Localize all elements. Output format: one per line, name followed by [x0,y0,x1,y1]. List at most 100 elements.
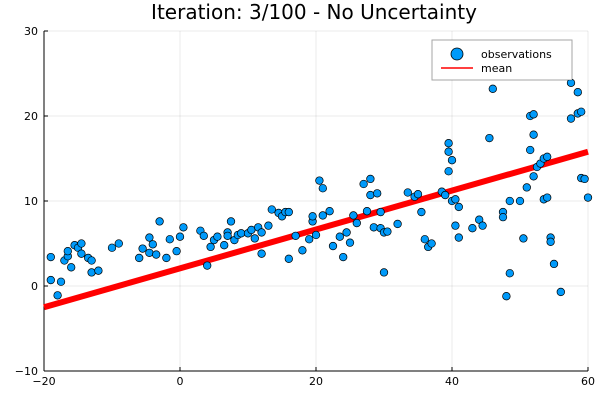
y-tick-label-4: 30 [24,25,38,38]
observation-point-1 [46,252,55,262]
observation-point-3 [56,277,66,286]
observation-point-6 [63,246,72,256]
observation-point-28 [175,232,185,241]
observation-point-129 [549,259,559,269]
observation-point-62 [315,176,324,185]
y-tick-label-2: 10 [24,195,38,208]
x-tick-label-2: 20 [309,375,323,388]
observation-point-22 [148,240,157,249]
observation-point-20 [145,233,154,242]
observation-point-38 [223,231,232,241]
observation-point-96 [444,167,453,176]
observation-point-24 [155,217,164,226]
legend-mean-label: mean [481,62,512,75]
observation-point-60 [308,212,317,221]
observation-point-15 [94,266,103,275]
observation-point-61 [311,230,321,240]
tick-labels: −20 0 20 40 60 −10 0 10 20 30 [15,25,595,388]
observation-point-35 [213,232,222,241]
observation-point-85 [403,188,412,197]
observation-point-54 [284,207,293,217]
observation-point-10 [77,239,86,248]
observation-point-120 [529,172,538,181]
observation-point-128 [546,237,555,246]
mean-line-group [43,148,589,311]
observation-point-25 [162,253,171,263]
x-tick-label-0: −20 [32,375,55,388]
observation-point-87 [413,190,423,199]
observation-point-83 [383,227,392,236]
observation-point-97 [447,156,457,165]
observation-point-64 [318,211,327,220]
observation-point-76 [366,190,375,200]
observation-point-132 [566,114,576,123]
observation-point-106 [485,133,494,143]
observation-points [46,78,593,301]
observation-point-117 [526,145,535,155]
observation-point-69 [342,228,351,237]
observation-point-29 [179,223,188,232]
observation-point-89 [420,235,429,244]
observation-point-109 [498,212,508,222]
mean-line [43,148,589,311]
observation-point-102 [454,233,463,242]
observation-point-18 [135,253,144,263]
observation-point-33 [206,242,215,252]
observation-point-67 [335,232,344,241]
observation-point-75 [366,174,375,184]
observation-point-100 [451,195,460,204]
observation-point-130 [556,287,565,297]
observation-point-27 [172,246,181,256]
observation-point-68 [339,252,348,262]
observation-point-72 [352,218,361,228]
observation-point-71 [349,211,358,220]
legend: observations mean [431,39,573,81]
observation-point-2 [53,291,62,300]
legend-observations-label: observations [481,48,552,61]
observation-point-63 [318,184,327,193]
observation-point-57 [298,246,307,255]
observation-point-16 [107,243,117,252]
observation-point-17 [114,239,123,248]
observation-point-80 [376,207,385,217]
observation-point-119 [529,130,538,139]
observation-point-55 [284,254,293,263]
observation-point-110 [502,292,511,301]
observation-point-91 [427,239,436,248]
observation-point-137 [580,174,589,184]
observation-point-49 [264,221,273,230]
observation-point-73 [359,179,368,189]
legend-observations-marker [450,47,464,61]
observation-point-78 [373,189,382,198]
observation-point-48 [257,249,266,258]
x-tick-label-3: 40 [445,375,459,388]
observation-point-88 [417,207,426,217]
observation-point-125 [543,152,552,161]
observation-point-74 [362,207,372,216]
axes [43,30,589,372]
observation-point-115 [522,183,531,192]
observation-point-13 [87,268,96,277]
observation-point-56 [291,231,300,241]
x-tick-label-4: 60 [581,375,595,388]
observation-point-14 [87,256,96,265]
observation-point-47 [257,228,266,237]
y-tick-label-1: 0 [31,280,38,293]
observation-point-70 [345,238,355,247]
observation-point-31 [199,231,208,241]
observation-point-93 [441,190,450,200]
observation-point-66 [328,241,338,251]
observation-point-84 [393,219,402,229]
observation-point-105 [478,221,487,230]
observation-point-21 [145,248,154,258]
observation-point-0 [46,275,55,285]
observation-point-7 [67,263,76,272]
observation-point-77 [369,223,378,232]
observation-point-23 [152,250,161,259]
observation-point-101 [454,202,463,212]
observation-point-94 [444,139,453,148]
observation-point-126 [543,193,552,202]
observation-point-99 [451,221,460,230]
observation-point-111 [505,269,514,278]
